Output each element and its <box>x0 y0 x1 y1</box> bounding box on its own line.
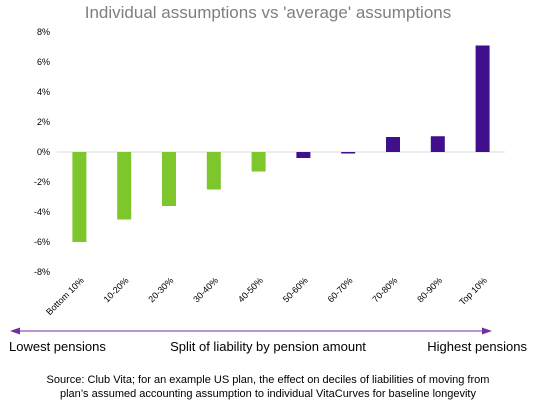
range-arrow <box>10 327 492 335</box>
bars <box>72 45 490 242</box>
bar <box>341 152 356 154</box>
bar <box>386 137 400 152</box>
lowest-pensions-label: Lowest pensions <box>9 339 106 354</box>
bar <box>251 152 266 172</box>
y-tick-label: -4% <box>34 207 50 217</box>
bar <box>72 152 87 242</box>
y-tick-label: -8% <box>34 267 50 277</box>
footnote-line-1: Source: Club Vita; for an example US pla… <box>46 374 490 386</box>
bar <box>117 152 132 220</box>
x-axis-title: Split of liability by pension amount <box>170 339 366 354</box>
y-tick-label: 6% <box>37 57 50 67</box>
x-tick-label: 20-30% <box>146 275 175 304</box>
bar <box>206 152 221 190</box>
bar <box>475 45 490 152</box>
y-tick-label: -2% <box>34 177 50 187</box>
arrow-head-right <box>482 327 492 335</box>
x-axis-tick-labels: Bottom 10% 10-20% 20-30% 30-40% 40-50% 50-60%… <box>44 275 489 317</box>
y-tick-label: 0% <box>37 147 50 157</box>
y-tick-label: 8% <box>37 27 50 37</box>
y-tick-label: -6% <box>34 237 50 247</box>
x-tick-label: 60-70% <box>326 275 355 304</box>
bar <box>162 152 176 206</box>
y-axis-tick-labels: -8% -6% -4% -2% 0% 2% 4% 6% 8% <box>34 27 50 277</box>
footnote-line-2: plan’s assumed accounting assumption to … <box>59 388 476 400</box>
x-tick-label: Top 10% <box>457 275 489 307</box>
source-footnote: Source: Club Vita; for an example US pla… <box>0 373 536 401</box>
y-tick-label: 4% <box>37 87 50 97</box>
x-tick-label: 80-90% <box>415 275 444 304</box>
y-tick-label: 2% <box>37 117 50 127</box>
bar <box>430 136 445 152</box>
chart-title: Individual assumptions vs 'average' assu… <box>84 3 452 22</box>
arrow-head-left <box>10 327 20 335</box>
x-tick-label: 70-80% <box>370 275 399 304</box>
x-tick-label: 40-50% <box>236 275 265 304</box>
x-tick-label: 50-60% <box>281 275 310 304</box>
x-tick-label: 30-40% <box>191 275 220 304</box>
x-tick-label: Bottom 10% <box>44 275 86 317</box>
highest-pensions-label: Highest pensions <box>427 339 527 354</box>
x-tick-label: 10-20% <box>102 275 131 304</box>
bar <box>296 152 311 158</box>
